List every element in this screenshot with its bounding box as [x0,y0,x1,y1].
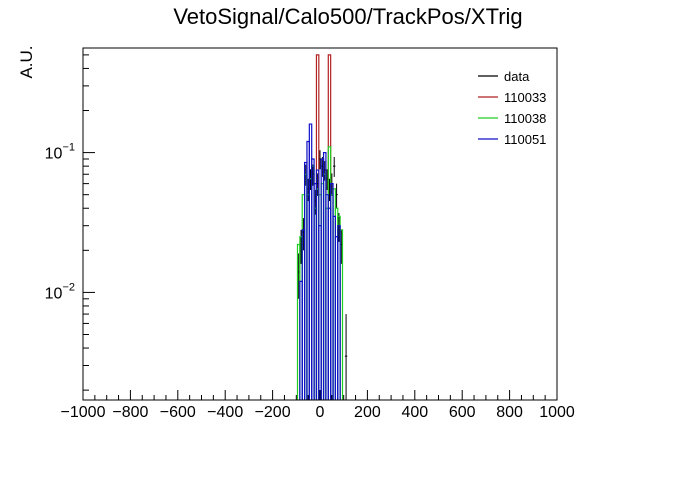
x-tick-label: −200 [255,404,291,421]
x-tick-label: 1000 [539,404,575,421]
series-clip-group [296,54,348,400]
x-tick-label: 200 [354,404,381,421]
x-tick-label: −1000 [61,404,106,421]
y-tick-base: 10 [45,285,63,302]
y-tick-base: 10 [45,146,63,163]
legend-label: 110033 [504,90,546,105]
legend: data 110033 110038 110051 [478,69,546,147]
legend-label: data [504,69,530,84]
legend-item-data: data [478,69,530,84]
x-tick-label: 600 [449,404,476,421]
legend-item-110033: 110033 [478,90,546,105]
x-tick-label: 0 [316,404,325,421]
point-data-15 [333,157,336,177]
x-tick-label: −400 [207,404,243,421]
x-tick-label: 800 [496,404,523,421]
series-110051 [299,123,341,400]
legend-item-110038: 110038 [478,111,546,126]
x-axis: −1000 −800 −600 −400 −200 0 200 400 600 800 1000 [61,390,575,421]
legend-label: 110051 [504,132,546,147]
chart-title: VetoSignal/Calo500/TrackPos/XTrig [173,4,522,29]
y-tick-exponent: −1 [62,142,75,154]
y-tick-label: 10−1 [45,142,75,163]
y-tick-exponent: −2 [62,281,75,293]
point-data-19 [344,314,348,400]
y-axis: 10−110−2 [45,54,95,391]
plot-border [82,47,558,401]
series-data [297,150,348,400]
x-tick-label: −600 [160,404,196,421]
legend-item-110051: 110051 [478,132,546,147]
bin-110051-16 [337,225,341,400]
series-layer [296,54,348,400]
x-tick-label: 400 [401,404,428,421]
legend-label: 110038 [504,111,546,126]
y-tick-label: 10−2 [45,281,75,302]
x-tick-label: −800 [112,404,148,421]
y-axis-label: A.U. [17,45,36,78]
plot-frame [82,47,558,401]
